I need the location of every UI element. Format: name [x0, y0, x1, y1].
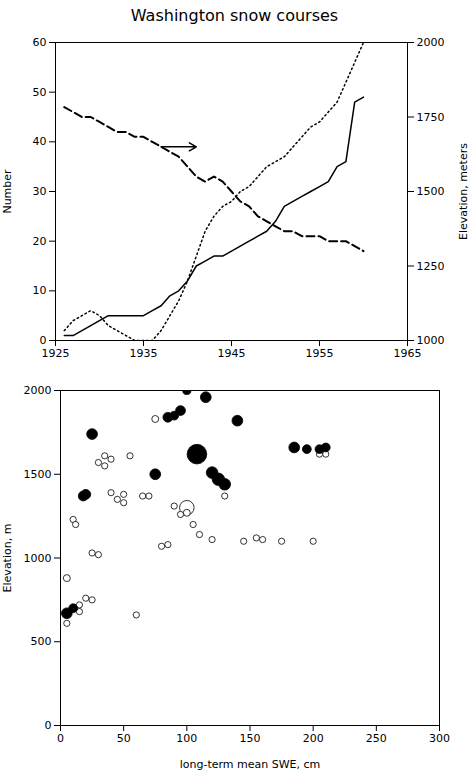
svg-text:1955: 1955 [306, 347, 334, 360]
svg-text:Elevation, meters: Elevation, meters [457, 143, 469, 240]
svg-text:1500: 1500 [417, 185, 445, 198]
svg-text:1925: 1925 [42, 347, 70, 360]
svg-text:20: 20 [33, 235, 47, 248]
html-text:Washington snow courses: Washington snow courses [130, 6, 339, 25]
svg-text:50: 50 [33, 86, 47, 99]
svg-text:1965: 1965 [394, 347, 422, 360]
svg-text:2000: 2000 [417, 36, 445, 49]
svg-text:Number: Number [1, 169, 14, 214]
svg-text:2000: 2000 [24, 384, 52, 397]
svg-text:long-term mean SWE, cm: long-term mean SWE, cm [180, 758, 321, 771]
svg-text:0: 0 [40, 334, 47, 347]
svg-text:60: 60 [33, 36, 47, 49]
svg-text:1935: 1935 [130, 347, 158, 360]
svg-text:10: 10 [33, 284, 47, 297]
svg-text:1945: 1945 [218, 347, 246, 360]
svg-text:200: 200 [303, 732, 324, 745]
svg-text:1000: 1000 [417, 334, 445, 347]
svg-text:1500: 1500 [24, 468, 52, 481]
svg-text:300: 300 [429, 732, 450, 745]
svg-text:500: 500 [31, 635, 52, 648]
svg-text:50: 50 [117, 732, 131, 745]
svg-text:40: 40 [33, 135, 47, 148]
svg-text:30: 30 [33, 185, 47, 198]
svg-text:1250: 1250 [417, 260, 445, 273]
svg-text:1750: 1750 [417, 111, 445, 124]
svg-text:150: 150 [240, 732, 261, 745]
svg-text:100: 100 [176, 732, 197, 745]
svg-text:0: 0 [57, 732, 64, 745]
svg-text:250: 250 [366, 732, 387, 745]
svg-text:0: 0 [45, 719, 52, 732]
svg-text:Elevation, m: Elevation, m [1, 524, 14, 593]
svg-text:1000: 1000 [24, 552, 52, 565]
